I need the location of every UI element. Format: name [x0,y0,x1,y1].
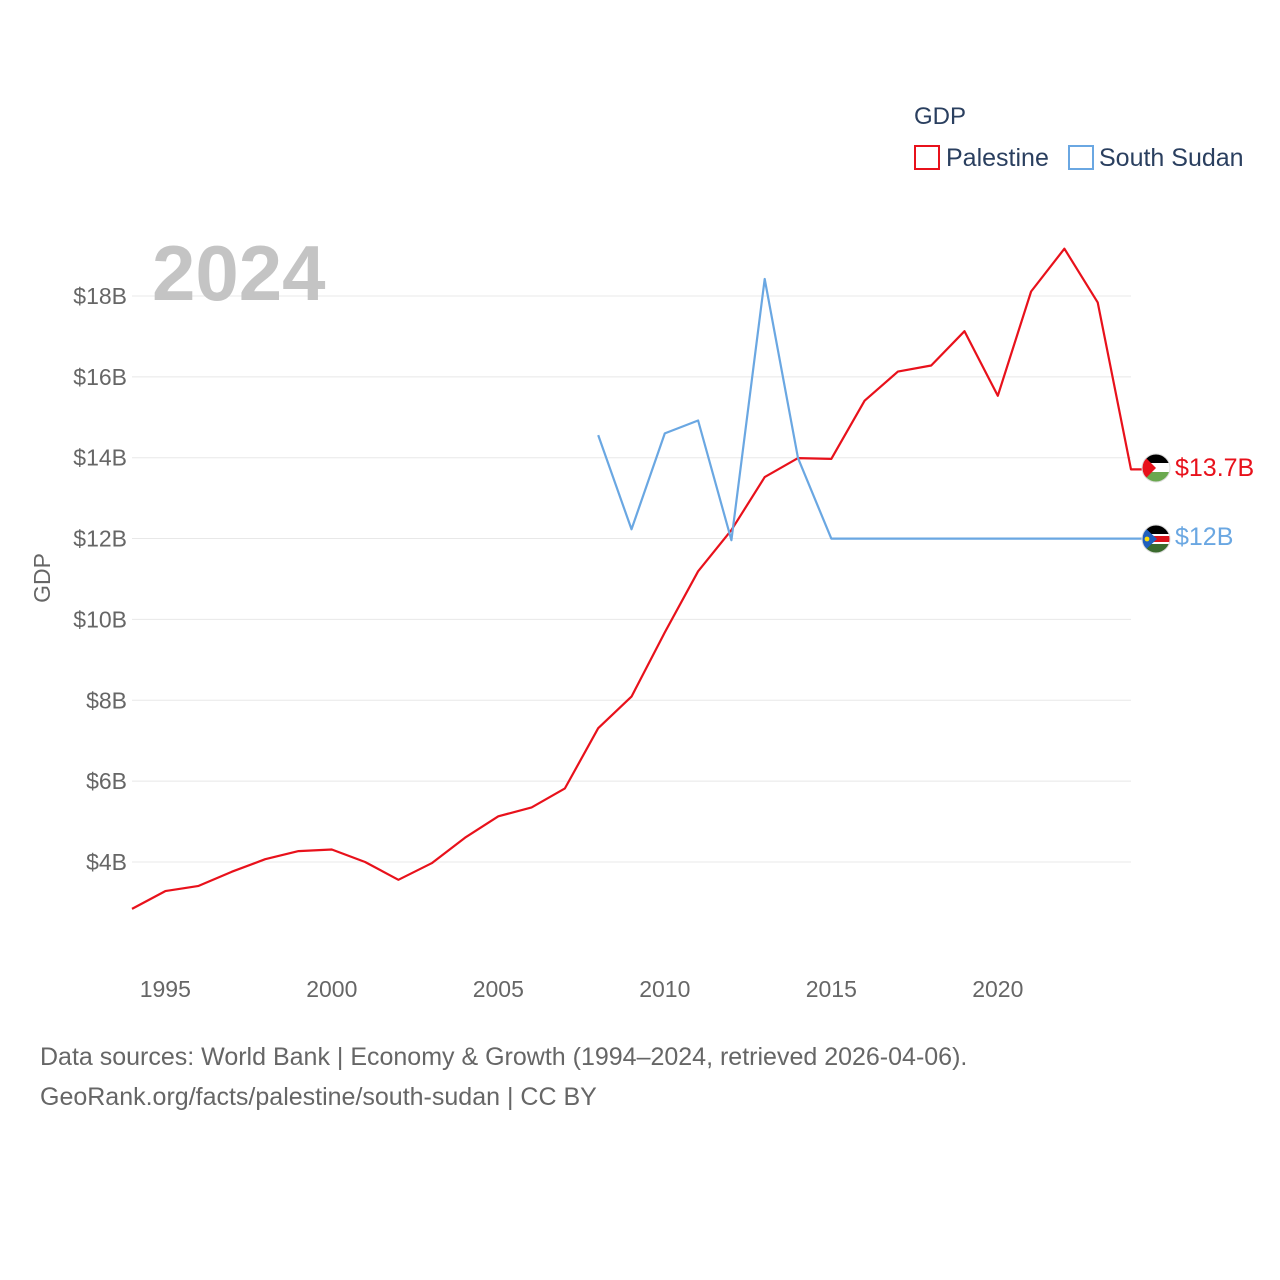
series-lines [131,247,1143,910]
x-tick-label: 2020 [972,976,1023,1002]
legend: GDP Palestine South Sudan [914,103,1244,172]
south-sudan-flag-icon [1142,525,1170,553]
series-line-south-sudan[interactable] [597,277,1143,542]
y-axis-ticks: $4B $6B $8B $10B $12B $14B $16B $18B [73,283,127,875]
south-sudan-end-value: $12B [1175,523,1233,551]
series-line-palestine[interactable] [131,247,1143,910]
x-axis-ticks: 1995 2000 2005 2010 2015 2020 [140,976,1024,1002]
legend-label-palestine: Palestine [946,144,1049,172]
y-tick-label: $10B [73,606,127,632]
x-tick-label: 2010 [639,976,690,1002]
palestine-flag-icon [1142,454,1170,482]
y-tick-label: $8B [86,687,127,713]
y-tick-label: $6B [86,768,127,794]
legend-item-palestine[interactable]: Palestine [914,144,1049,172]
footer-sources: Data sources: World Bank | Economy & Gro… [40,1043,968,1071]
x-tick-label: 2005 [473,976,524,1002]
year-watermark: 2024 [152,229,326,317]
legend-item-south-sudan[interactable]: South Sudan [1068,144,1244,172]
y-tick-label: $4B [86,849,127,875]
y-tick-label: $16B [73,364,127,390]
legend-title: GDP [914,103,966,130]
legend-swatch-south-sudan [1068,145,1094,170]
x-tick-label: 2015 [806,976,857,1002]
y-tick-label: $14B [73,445,127,471]
x-tick-label: 1995 [140,976,191,1002]
footer-attribution: GeoRank.org/facts/palestine/south-sudan … [40,1083,597,1111]
palestine-end-value: $13.7B [1175,454,1254,482]
gridlines [132,295,1131,863]
y-axis-title: GDP [29,553,55,603]
legend-swatch-palestine [914,145,940,170]
y-tick-label: $12B [73,526,127,552]
x-tick-label: 2000 [306,976,357,1002]
legend-label-south-sudan: South Sudan [1099,144,1244,172]
y-tick-label: $18B [73,283,127,309]
